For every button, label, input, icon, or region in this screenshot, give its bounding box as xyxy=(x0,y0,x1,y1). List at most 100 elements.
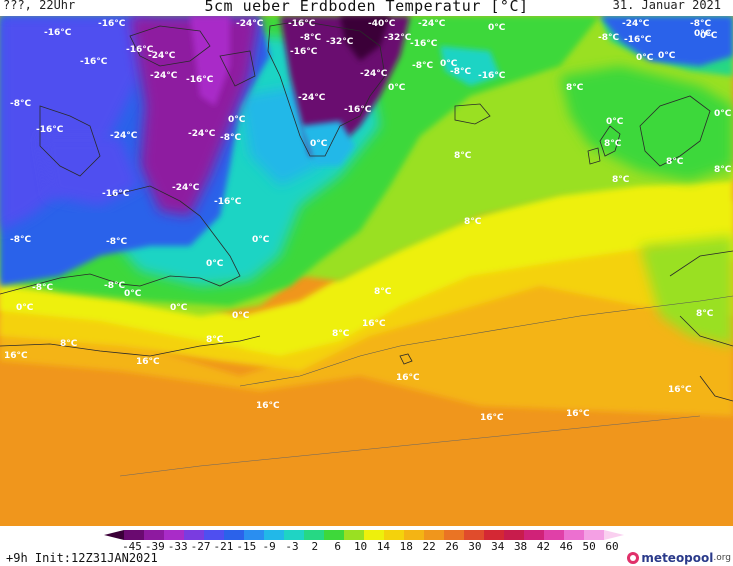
color-scale-tick-label: 46 xyxy=(559,540,573,553)
temp-label: -24°C xyxy=(418,19,446,29)
color-scale-tick-label: -21 xyxy=(213,540,234,553)
temp-label: 8°C xyxy=(206,335,224,345)
color-scale-swatch xyxy=(504,530,524,540)
temp-label: -8°C xyxy=(412,61,433,71)
color-scale-tick-label: 50 xyxy=(582,540,596,553)
color-scale-swatch xyxy=(144,530,164,540)
color-scale-swatch xyxy=(104,530,124,540)
temp-label: 16°C xyxy=(362,319,386,329)
temp-label: -8°C xyxy=(598,33,619,43)
color-scale-bar xyxy=(104,530,624,540)
color-scale-tick-label: -39 xyxy=(144,540,165,553)
temp-label: -8°C xyxy=(300,33,321,43)
color-scale-tick-label: 18 xyxy=(399,540,413,553)
color-scale-swatch xyxy=(584,530,604,540)
temp-label: -24°C xyxy=(622,19,650,29)
color-scale-swatch xyxy=(564,530,584,540)
color-scale-swatch xyxy=(524,530,544,540)
color-scale-swatch xyxy=(444,530,464,540)
brand-name: meteopool xyxy=(641,551,714,565)
temp-label: 8°C xyxy=(464,217,482,227)
temp-label: -24°C xyxy=(298,93,326,103)
temp-label: -16°C xyxy=(102,189,130,199)
temp-label: 0°C xyxy=(252,235,270,245)
temp-label: 0°C xyxy=(658,51,676,61)
color-scale-swatch xyxy=(344,530,364,540)
color-scale-tick-label: 10 xyxy=(353,540,368,553)
temp-label: -16°C xyxy=(214,197,242,207)
temp-label: -8°C xyxy=(450,67,471,77)
color-scale-tick-label: 14 xyxy=(376,540,391,553)
temp-label: 0°C xyxy=(694,29,712,39)
temp-label: 8°C xyxy=(696,309,714,319)
color-scale-tick-label: 34 xyxy=(491,540,505,553)
color-scale-tick-label: 42 xyxy=(536,540,551,553)
temp-label: -24°C xyxy=(172,183,200,193)
temp-label: 0°C xyxy=(388,83,406,93)
temp-label: -24°C xyxy=(188,129,216,139)
temp-label: -16°C xyxy=(410,39,438,49)
color-scale-swatch xyxy=(364,530,384,540)
temp-label: 0°C xyxy=(488,23,506,33)
temp-label: -16°C xyxy=(126,45,154,55)
temp-label: -24°C xyxy=(148,51,176,61)
color-scale-swatch xyxy=(204,530,224,540)
temp-label: -16°C xyxy=(36,125,64,135)
color-scale-tick-label: 38 xyxy=(513,540,528,553)
map-title: 5cm ueber Erdboden Temperatur [°C] xyxy=(204,0,529,15)
color-scale-tick-label: 2 xyxy=(311,540,319,553)
temp-label: 16°C xyxy=(668,385,692,395)
temp-label: -16°C xyxy=(186,75,214,85)
color-scale-tick-label: 30 xyxy=(468,540,482,553)
temp-label: 0°C xyxy=(636,53,654,63)
temp-label: 8°C xyxy=(714,165,732,175)
temp-label: -24°C xyxy=(150,71,178,81)
color-scale-swatch xyxy=(264,530,284,540)
color-scale-swatch xyxy=(604,530,624,540)
brand-tld: .org xyxy=(713,553,731,563)
temp-label: -24°C xyxy=(236,19,264,29)
temp-label: 8°C xyxy=(454,151,472,161)
meteopool-logo[interactable]: meteopool .org xyxy=(627,550,731,566)
temp-label: 16°C xyxy=(136,357,160,367)
temperature-map: -16°C -24°C -16°C -40°C -24°C 0°C -24°C … xyxy=(0,16,733,526)
color-scale-tick-label: 60 xyxy=(605,540,619,553)
color-scale-tick-label: 22 xyxy=(422,540,436,553)
temp-label: -16°C xyxy=(624,35,652,45)
color-scale-tick-label: -27 xyxy=(190,540,211,553)
temp-label: -40°C xyxy=(368,19,396,29)
color-scale-swatch xyxy=(124,530,144,540)
temp-label: 0°C xyxy=(228,115,246,125)
temp-label: 16°C xyxy=(566,409,590,419)
temp-label: 8°C xyxy=(374,287,392,297)
temp-label: -8°C xyxy=(106,237,127,247)
temp-label: 0°C xyxy=(170,303,188,313)
color-scale-swatch xyxy=(224,530,244,540)
temp-label: -8°C xyxy=(10,235,31,245)
temp-label: 8°C xyxy=(604,139,622,149)
color-scale-swatch xyxy=(244,530,264,540)
forecast-run-info: +9h Init:12Z31JAN2021 xyxy=(6,551,158,565)
temp-label: 8°C xyxy=(666,157,684,167)
temp-label: -8°C xyxy=(220,133,241,143)
temperature-fields xyxy=(0,16,733,526)
temp-label: -8°C xyxy=(32,283,53,293)
temp-label: -8°C xyxy=(104,281,125,291)
temp-label: -16°C xyxy=(344,105,372,115)
temperature-labels: -16°C -24°C -16°C -40°C -24°C 0°C -24°C … xyxy=(4,19,732,423)
temp-label: 0°C xyxy=(232,311,250,321)
header-date: 31. Januar 2021 xyxy=(612,0,721,12)
temp-label: 0°C xyxy=(16,303,34,313)
temp-label: -16°C xyxy=(288,19,316,29)
color-scale-swatch xyxy=(384,530,404,540)
color-scale-tick-label: 26 xyxy=(445,540,459,553)
temp-label: -16°C xyxy=(290,47,318,57)
temp-label: -8°C xyxy=(10,99,31,109)
temp-label: -32°C xyxy=(384,33,412,43)
color-scale-tick-label: -45 xyxy=(122,540,142,553)
color-scale-legend: -45 -39 -33 -27 -21 -15 -9 -3 2 6 10 14 18 22 26 30 34 38… xyxy=(0,526,733,566)
temp-label: 0°C xyxy=(206,259,224,269)
color-scale-swatch xyxy=(304,530,324,540)
temp-label: 0°C xyxy=(124,289,142,299)
